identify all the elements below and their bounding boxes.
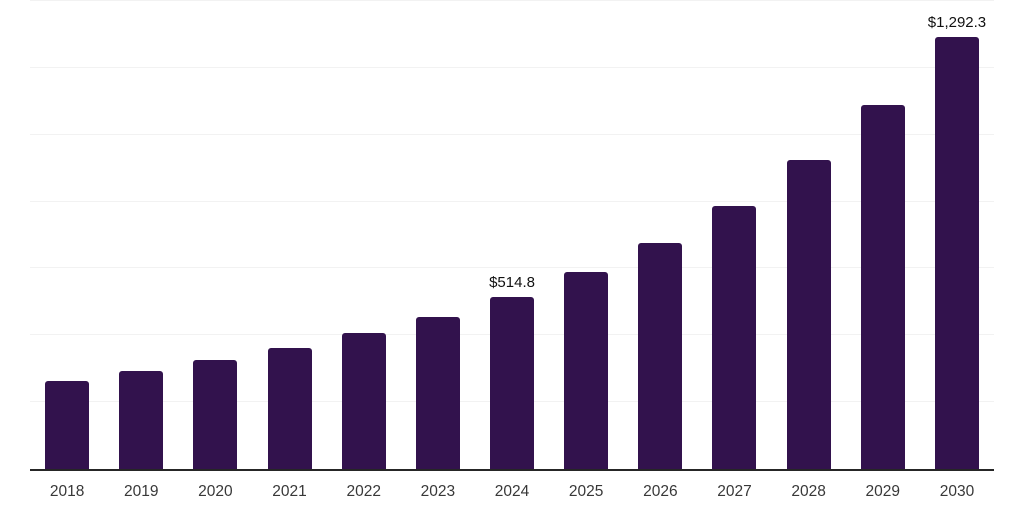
bar-band <box>327 1 401 469</box>
x-axis: 2018 2019 2020 2021 2022 2023 2024 2025 2026 2027… <box>30 472 994 500</box>
x-axis-label: 2026 <box>643 483 678 500</box>
x-axis-label: 2024 <box>494 483 530 500</box>
bar-2022[interactable] <box>341 332 386 469</box>
bar-value-label: $1,292.3 <box>927 14 987 32</box>
gridline <box>30 133 994 135</box>
bar-2021[interactable] <box>267 348 312 469</box>
plot-area: $514.8 $1,292.3 <box>30 0 994 471</box>
x-axis-label: 2029 <box>865 483 901 500</box>
bar-band <box>549 1 623 469</box>
bar-2027[interactable] <box>712 205 757 469</box>
bars-container: $514.8 $1,292.3 <box>30 1 994 469</box>
bar-2029[interactable] <box>860 104 905 469</box>
x-axis-label: 2028 <box>791 483 826 500</box>
x-axis-label: 2022 <box>346 483 381 500</box>
bar-2024[interactable] <box>490 296 535 469</box>
bar-value-label: $514.8 <box>489 273 535 291</box>
gridline <box>30 0 994 1</box>
bar-band: $1,292.3 <box>920 1 994 469</box>
gridline <box>30 267 994 269</box>
bar-band <box>104 1 178 469</box>
bar-band <box>178 1 252 469</box>
bar-band <box>30 1 104 469</box>
bar-2028[interactable] <box>786 159 831 469</box>
bar-band <box>846 1 920 469</box>
x-axis-label: 2021 <box>272 483 307 500</box>
bar-2026[interactable] <box>638 243 683 469</box>
x-axis-label: 2027 <box>717 483 752 500</box>
bar-2019[interactable] <box>119 371 164 469</box>
x-axis-label: 2018 <box>49 483 85 500</box>
x-axis-label: 2020 <box>198 483 233 500</box>
x-axis-label: 2023 <box>420 483 456 500</box>
x-axis-label: 2019 <box>123 483 159 500</box>
x-axis-label: 2025 <box>568 483 604 500</box>
bar-2018[interactable] <box>45 381 90 469</box>
gridline <box>30 66 994 68</box>
bar-band <box>252 1 326 469</box>
bar-2023[interactable] <box>415 316 460 469</box>
bar-band <box>697 1 771 469</box>
bar-band <box>623 1 697 469</box>
bar-band <box>772 1 846 469</box>
x-axis-label: 2030 <box>939 483 975 500</box>
bar-band <box>401 1 475 469</box>
bar-2020[interactable] <box>193 360 238 469</box>
gridline <box>30 200 994 202</box>
bar-band: $514.8 <box>475 1 549 469</box>
bar-2025[interactable] <box>564 272 609 469</box>
bar-2030[interactable] <box>934 37 979 469</box>
